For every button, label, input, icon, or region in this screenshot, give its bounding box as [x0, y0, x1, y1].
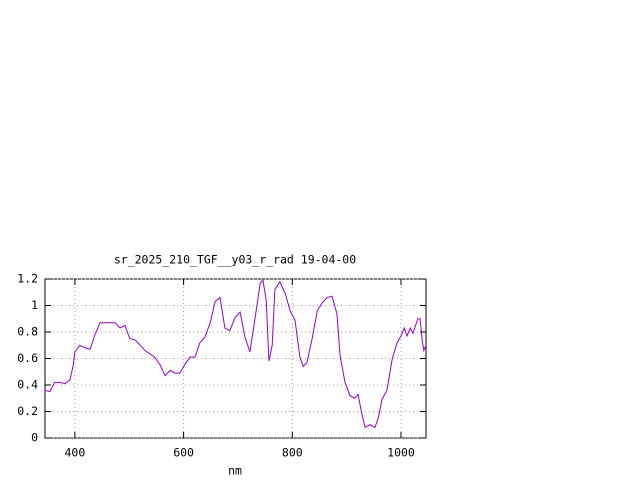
- y-tick-label: 1: [31, 298, 38, 312]
- y-tick-label: 0.2: [17, 404, 38, 418]
- x-tick-label: 400: [65, 446, 86, 460]
- y-tick-label: 0: [31, 431, 38, 445]
- x-axis-label: nm: [228, 464, 242, 478]
- data-line: [44, 279, 427, 429]
- x-tick-label: 800: [282, 446, 303, 460]
- y-tick-label: 0.8: [17, 325, 38, 339]
- x-tick-label: 600: [173, 446, 194, 460]
- y-tick-label: 0.4: [17, 378, 38, 392]
- y-tick-label: 0.6: [17, 351, 38, 365]
- chart-title: sr_2025_210_TGF__y03_r_rad 19-04-00: [114, 253, 356, 267]
- x-tick-label: 1000: [387, 446, 415, 460]
- y-tick-label: 1.2: [17, 272, 38, 286]
- plot-frame: [44, 278, 427, 439]
